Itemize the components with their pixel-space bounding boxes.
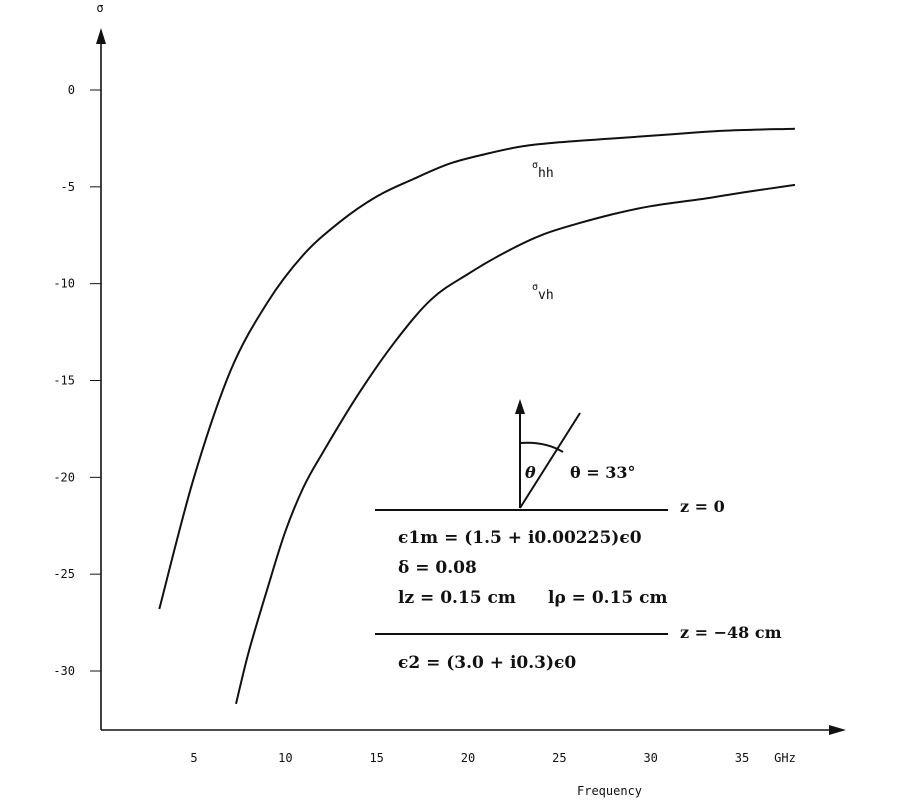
theta-symbol: θ (525, 463, 536, 482)
x-tick-label: 10 (278, 751, 292, 765)
incidence-line (519, 412, 581, 509)
series-line-vh (235, 183, 796, 705)
ticks: 5 10 15 20 25 30 35 0 -5 -10 -15 -20 -25 -30 (53, 83, 749, 765)
y-tick-label: -25 (53, 567, 75, 581)
x-tick-label: 35 (735, 751, 749, 765)
series-labels: σhh σvh (532, 160, 554, 303)
delta-text: δ = 0.08 (398, 558, 477, 578)
y-tick-label: -30 (53, 664, 75, 678)
theta-value: θ = 33° (570, 463, 635, 482)
series-line-hh (158, 127, 796, 610)
y-axis-label: σ (96, 1, 103, 15)
y-tick-label: -20 (53, 470, 75, 484)
x-tick-label: 5 (190, 751, 197, 765)
x-axis-label: Frequency (577, 784, 642, 798)
y-tick-label: -10 (53, 277, 75, 291)
y-tick-label: -5 (61, 180, 75, 194)
eps2-text: ϵ2 = (3.0 + i0.3)ϵ0 (398, 653, 576, 673)
lz-text: lz = 0.15 cm (398, 588, 516, 608)
normal-arrow-icon (515, 399, 525, 414)
x-tick-label: 15 (369, 751, 383, 765)
lrho-text: lρ = 0.15 cm (548, 588, 668, 608)
curves (158, 127, 796, 705)
series-label-hh: σhh (532, 160, 554, 181)
x-axis-arrow-icon (829, 725, 846, 735)
z48-label: z = −48 cm (680, 623, 782, 642)
x-tick-label: 25 (552, 751, 566, 765)
x-axis-unit: GHz (774, 751, 796, 765)
z0-label: z = 0 (680, 497, 725, 516)
theta-arc (519, 441, 564, 453)
eps1-text: ϵ1m = (1.5 + i0.00225)ϵ0 (398, 528, 642, 548)
inset-diagram: θ θ = 33° z = 0 ϵ1m = (1.5 + i0.00225)ϵ0… (375, 399, 782, 673)
axes: σ Frequency GHz (96, 1, 846, 798)
x-tick-label: 20 (461, 751, 475, 765)
x-tick-label: 30 (643, 751, 657, 765)
series-label-vh: σvh (532, 282, 554, 303)
y-axis-arrow-icon (96, 28, 106, 44)
y-tick-label: 0 (68, 83, 75, 97)
y-tick-label: -15 (53, 374, 75, 388)
